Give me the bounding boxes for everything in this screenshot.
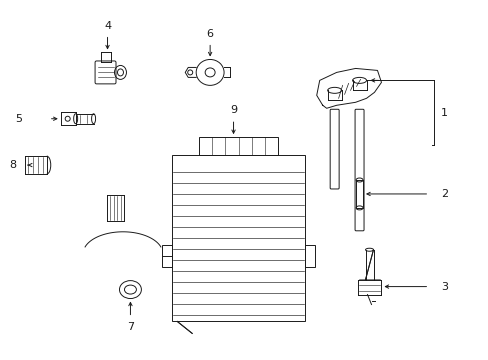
Text: 1: 1: [440, 108, 447, 118]
Bar: [304, 245, 314, 267]
Text: 3: 3: [440, 282, 447, 292]
Bar: [172, 155, 304, 321]
Text: 5: 5: [15, 114, 22, 124]
Text: 9: 9: [229, 105, 237, 115]
Text: 2: 2: [440, 189, 447, 199]
Text: 4: 4: [104, 21, 111, 31]
Bar: [198, 137, 278, 155]
Text: 6: 6: [206, 28, 213, 39]
Text: 8: 8: [9, 160, 16, 170]
Bar: [162, 245, 172, 267]
Text: 7: 7: [126, 323, 134, 332]
